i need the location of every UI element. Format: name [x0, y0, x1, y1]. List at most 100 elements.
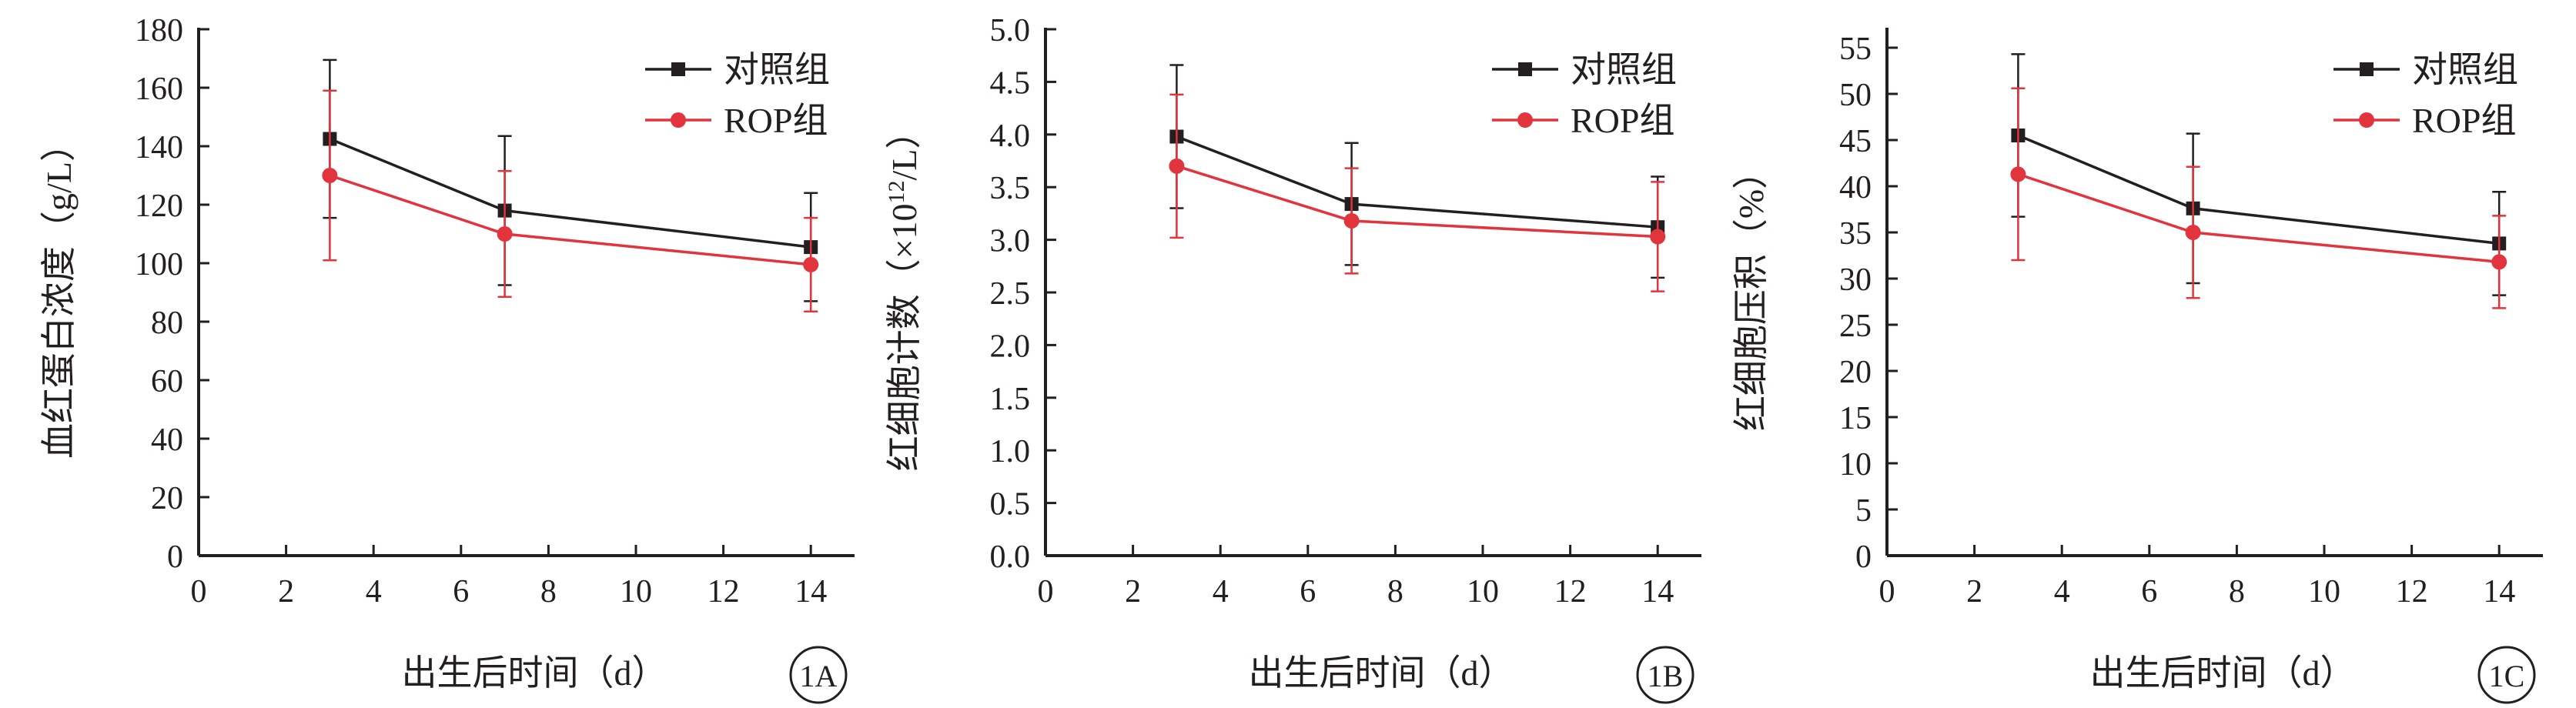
y-tick-label: 3.5 [990, 171, 1031, 206]
chart-panel-1c: 0 5 10 15 20 25 30 35 40 45 50 55 0 2 4 6 8 10 12 14 出生后时间（d… [1731, 28, 2543, 704]
y-tick-label: 50 [1839, 78, 1872, 113]
x-tick-label: 4 [366, 574, 382, 609]
x-tick-label: 14 [1641, 574, 1674, 609]
data-point [2491, 254, 2507, 270]
x-tick-label: 6 [1300, 574, 1316, 609]
series-control [1169, 64, 1665, 279]
y-tick-label: 3.0 [990, 224, 1031, 259]
y-tick-label: 60 [151, 364, 183, 399]
series-rop [1169, 93, 1666, 292]
y-tick-label: 5.0 [990, 13, 1031, 48]
x-tick-label: 2 [278, 574, 294, 609]
y-axis-label: 红细胞压积（%） [1731, 154, 1771, 431]
legend-label: 对照组 [2412, 50, 2518, 89]
data-point [1169, 158, 1185, 174]
legend-item: 对照组 [2333, 50, 2518, 89]
y-tick-label: 45 [1839, 124, 1872, 159]
x-tick-label: 10 [620, 574, 652, 609]
y-axis-label: 血红蛋白浓度（g/L） [39, 126, 79, 459]
y-tick-label: 30 [1839, 262, 1872, 298]
x-tick-label: 0 [191, 574, 207, 609]
panel-label: 1A [800, 659, 838, 693]
y-tick-label: 80 [151, 306, 183, 341]
x-axis-label: 出生后时间（d） [402, 653, 667, 693]
x-axis-label: 出生后时间（d） [1249, 653, 1514, 693]
y-tick-label: 55 [1839, 32, 1872, 67]
series-line [329, 137, 811, 249]
y-tick-label: 180 [135, 13, 183, 48]
series-line [2017, 134, 2500, 245]
series-control [2011, 53, 2507, 296]
legend-marker [671, 62, 685, 76]
y-tick-label: 10 [1839, 447, 1872, 483]
y-tick-label: 140 [135, 130, 183, 165]
legend-marker [1517, 112, 1533, 128]
panel-label-circle [2477, 646, 2536, 704]
x-tick-label: 10 [2308, 574, 2340, 609]
y-tick-label: 35 [1839, 216, 1872, 252]
data-point [803, 256, 819, 272]
y-tick-label: 40 [151, 422, 183, 458]
legend-label: ROP组 [724, 101, 828, 140]
legend-label: 对照组 [1571, 50, 1677, 89]
legend-marker [2360, 62, 2374, 76]
y-tick-label: 0 [1855, 539, 1872, 575]
x-tick-label: 8 [1387, 574, 1403, 609]
y-tick-label: 100 [135, 247, 183, 282]
data-point [497, 226, 513, 242]
y-tick-label: 0 [167, 539, 183, 575]
panel-label: 1B [1648, 659, 1684, 693]
y-tick-label: 15 [1839, 401, 1872, 436]
panel-label-circle [1636, 646, 1694, 704]
legend-marker [2359, 112, 2374, 128]
x-tick-label: 0 [1038, 574, 1054, 609]
data-point [1650, 229, 1666, 245]
x-tick-label: 12 [1554, 574, 1587, 609]
y-tick-label: 40 [1839, 170, 1872, 205]
x-tick-label: 4 [1213, 574, 1229, 609]
legend-item: 对照组 [645, 50, 830, 89]
x-tick-label: 12 [2396, 574, 2428, 609]
y-tick-label: 2.0 [990, 329, 1031, 364]
legend-marker [1518, 62, 1532, 76]
x-tick-label: 2 [1125, 574, 1141, 609]
y-tick-label: 25 [1839, 309, 1872, 344]
y-tick-label: 5 [1855, 493, 1872, 529]
x-tick-label: 4 [2054, 574, 2070, 609]
y-tick-label: 0.5 [990, 487, 1031, 523]
data-point [2010, 166, 2026, 182]
x-tick-label: 8 [540, 574, 557, 609]
y-tick-label: 4.5 [990, 65, 1031, 101]
x-tick-label: 0 [1879, 574, 1895, 609]
chart-panel-1a: 0 20 40 60 80 100 120 140 160 180 0 2 4 6 8 10 12 14 出生后时间… [39, 13, 855, 704]
legend-item: 对照组 [1492, 50, 1677, 89]
panel-label: 1C [2489, 659, 2525, 693]
y-tick-label: 1.5 [990, 382, 1031, 417]
legend-label: ROP组 [2412, 101, 2516, 140]
series-rop [322, 89, 819, 312]
y-tick-label: 2.5 [990, 276, 1031, 312]
legend-label: 对照组 [724, 50, 830, 89]
y-tick-label: 120 [135, 189, 183, 224]
x-axis-label: 出生后时间（d） [2090, 653, 2356, 693]
x-tick-label: 8 [2229, 574, 2245, 609]
data-point [322, 168, 338, 183]
x-tick-label: 6 [2141, 574, 2157, 609]
series-line [1176, 135, 1658, 229]
x-tick-label: 14 [795, 574, 827, 609]
x-tick-label: 6 [453, 574, 469, 609]
y-tick-label: 1.0 [990, 434, 1031, 469]
series-line [329, 174, 811, 266]
x-tick-label: 12 [708, 574, 740, 609]
legend-label: ROP组 [1571, 101, 1674, 140]
data-point [1343, 212, 1360, 229]
series-rop [2010, 87, 2507, 309]
legend-item: ROP组 [1492, 101, 1674, 140]
y-tick-label: 20 [1839, 355, 1872, 390]
data-point [2185, 225, 2201, 240]
y-tick-label: 4.0 [990, 119, 1031, 154]
chart-panel-1b: 0.0 0.5 1.0 1.5 2.0 2.5 3.0 3.5 4.0 4.5 5.0 0 2 4 6 8 10… [884, 13, 1701, 704]
legend-item: ROP组 [2333, 101, 2516, 140]
